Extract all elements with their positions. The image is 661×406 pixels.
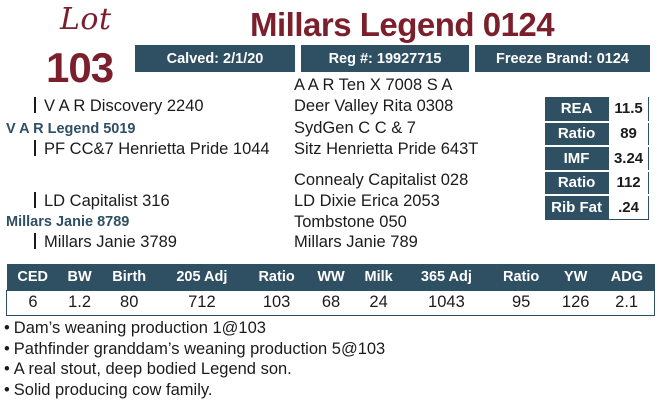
- table-cell: 68: [307, 289, 355, 316]
- table-cell: 1043: [402, 289, 491, 316]
- carcass-value: 11.5: [608, 97, 649, 122]
- carcass-label: IMF: [545, 145, 609, 171]
- carcass-label: Ratio: [545, 169, 609, 195]
- column-header: 205 Adj: [158, 264, 246, 290]
- table-cell: 24: [354, 289, 403, 316]
- pedigree-sire-dam-name: PF CC&7 Henrietta Pride 1044: [44, 140, 270, 158]
- column-header: ADG: [599, 264, 655, 290]
- pedigree-sire-dam: PF CC&7 Henrietta Pride 1044: [34, 140, 270, 159]
- table-cell: 126: [552, 289, 600, 316]
- lot-script-label: Lot: [60, 2, 112, 37]
- performance-value-row: 6 1.2 80 712 103 68 24 1043 95 126 2.1: [5, 289, 656, 316]
- carcass-label: REA: [545, 97, 609, 122]
- list-item: Pathfinder granddam’s weaning production…: [4, 339, 385, 360]
- animal-name-title: Millars Legend 0124: [250, 6, 555, 43]
- carcass-row: REA 11.5: [545, 97, 649, 122]
- column-header: BW: [58, 264, 101, 290]
- pedigree-dam-dam-name: Millars Janie 3789: [44, 233, 177, 251]
- lot-number: 103: [46, 44, 114, 91]
- pedigree-dam: Millars Janie 8789: [6, 214, 130, 230]
- notes-list: Dam’s weaning production 1@103 Pathfinde…: [4, 318, 385, 400]
- column-header: Ratio: [490, 264, 553, 290]
- pedigree-dam-sire-name: LD Capitalist 316: [44, 192, 170, 210]
- carcass-row: Ratio 112: [545, 169, 649, 196]
- table-cell: 95: [490, 289, 553, 316]
- pedigree-sire-dam-sire: SydGen C C & 7: [294, 119, 416, 137]
- list-item: Solid producing cow family.: [4, 380, 385, 401]
- pedigree-dam-dam-dam: Millars Janie 789: [294, 233, 418, 251]
- table-cell: 6: [5, 289, 59, 316]
- carcass-table: REA 11.5 Ratio 89 IMF 3.24 Ratio 112 Rib…: [545, 97, 649, 220]
- table-cell: 712: [158, 289, 246, 316]
- table-cell: 80: [100, 289, 159, 316]
- calved-date: Calved: 2/1/20: [135, 45, 295, 72]
- carcass-value: 3.24: [608, 145, 649, 171]
- carcass-row: IMF 3.24: [545, 145, 649, 171]
- pedigree-sire-sire-sire: A A R Ten X 7008 S A: [294, 76, 453, 94]
- pedigree-sire: V A R Legend 5019: [6, 121, 136, 137]
- carcass-value: 89: [608, 120, 649, 147]
- column-header: CED: [6, 264, 59, 290]
- column-header: WW: [307, 264, 355, 290]
- performance-table: CED BW Birth 205 Adj Ratio WW Milk 365 A…: [5, 264, 656, 316]
- column-header: YW: [552, 264, 600, 290]
- info-bar: Calved: 2/1/20 Reg #: 19927715 Freeze Br…: [135, 45, 656, 72]
- pedigree-dam-sire-sire: Connealy Capitalist 028: [294, 171, 469, 189]
- performance-header-row: CED BW Birth 205 Adj Ratio WW Milk 365 A…: [6, 264, 655, 290]
- carcass-row: Rib Fat .24: [545, 194, 649, 220]
- carcass-row: Ratio 89: [545, 120, 649, 147]
- column-header: Milk: [354, 264, 403, 290]
- table-cell: 103: [245, 289, 308, 316]
- column-header: Ratio: [245, 264, 308, 290]
- pedigree-sire-sire: V A R Discovery 2240: [34, 97, 204, 116]
- table-cell: 2.1: [599, 289, 656, 316]
- list-item: Dam’s weaning production 1@103: [4, 318, 385, 339]
- carcass-value: 112: [608, 169, 649, 196]
- pedigree-sire-sire-name: V A R Discovery 2240: [44, 97, 204, 115]
- carcass-label: Ratio: [545, 120, 609, 146]
- column-header: Birth: [100, 264, 159, 290]
- column-header: 365 Adj: [402, 264, 491, 290]
- pedigree-dam-sire: LD Capitalist 316: [34, 192, 170, 211]
- carcass-value: .24: [608, 194, 649, 220]
- pedigree-sire-sire-dam: Deer Valley Rita 0308: [294, 97, 454, 115]
- list-item: A real stout, deep bodied Legend son.: [4, 359, 385, 380]
- registration-number: Reg #: 19927715: [301, 45, 469, 72]
- table-cell: 1.2: [58, 289, 101, 316]
- freeze-brand: Freeze Brand: 0124: [475, 45, 650, 72]
- pedigree-dam-dam: Millars Janie 3789: [34, 233, 177, 252]
- pedigree-dam-sire-dam: LD Dixie Erica 2053: [294, 192, 440, 210]
- carcass-label: Rib Fat: [545, 194, 609, 220]
- pedigree-dam-dam-sire: Tombstone 050: [294, 213, 407, 231]
- pedigree-sire-dam-dam: Sitz Henrietta Pride 643T: [294, 140, 479, 158]
